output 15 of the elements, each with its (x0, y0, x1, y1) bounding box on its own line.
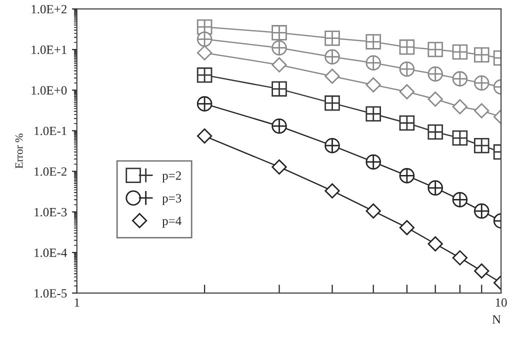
y-tick-label: 1.0E-1 (34, 126, 66, 136)
y-tick-label: 1.0E-5 (34, 289, 67, 298)
y-axis-title: Error % (15, 134, 23, 168)
y-tick-label: 1.0E-3 (34, 208, 67, 216)
x-axis-title: N (492, 315, 501, 324)
x-tick-label: 10 (496, 298, 507, 307)
legend-label: p=3 (162, 194, 182, 206)
y-tick-label: 1.0E-2 (34, 167, 66, 176)
y-tick-label: 1.0E+1 (32, 46, 66, 54)
x-tick-label: 1 (74, 298, 80, 307)
y-tick-label: 1.0E+2 (32, 4, 66, 14)
legend-label: p=2 (162, 171, 181, 182)
y-tick-label: 1.0E-4 (34, 248, 67, 258)
legend-label: p=4 (162, 216, 182, 228)
y-tick-label: 1.0E+0 (32, 86, 67, 95)
